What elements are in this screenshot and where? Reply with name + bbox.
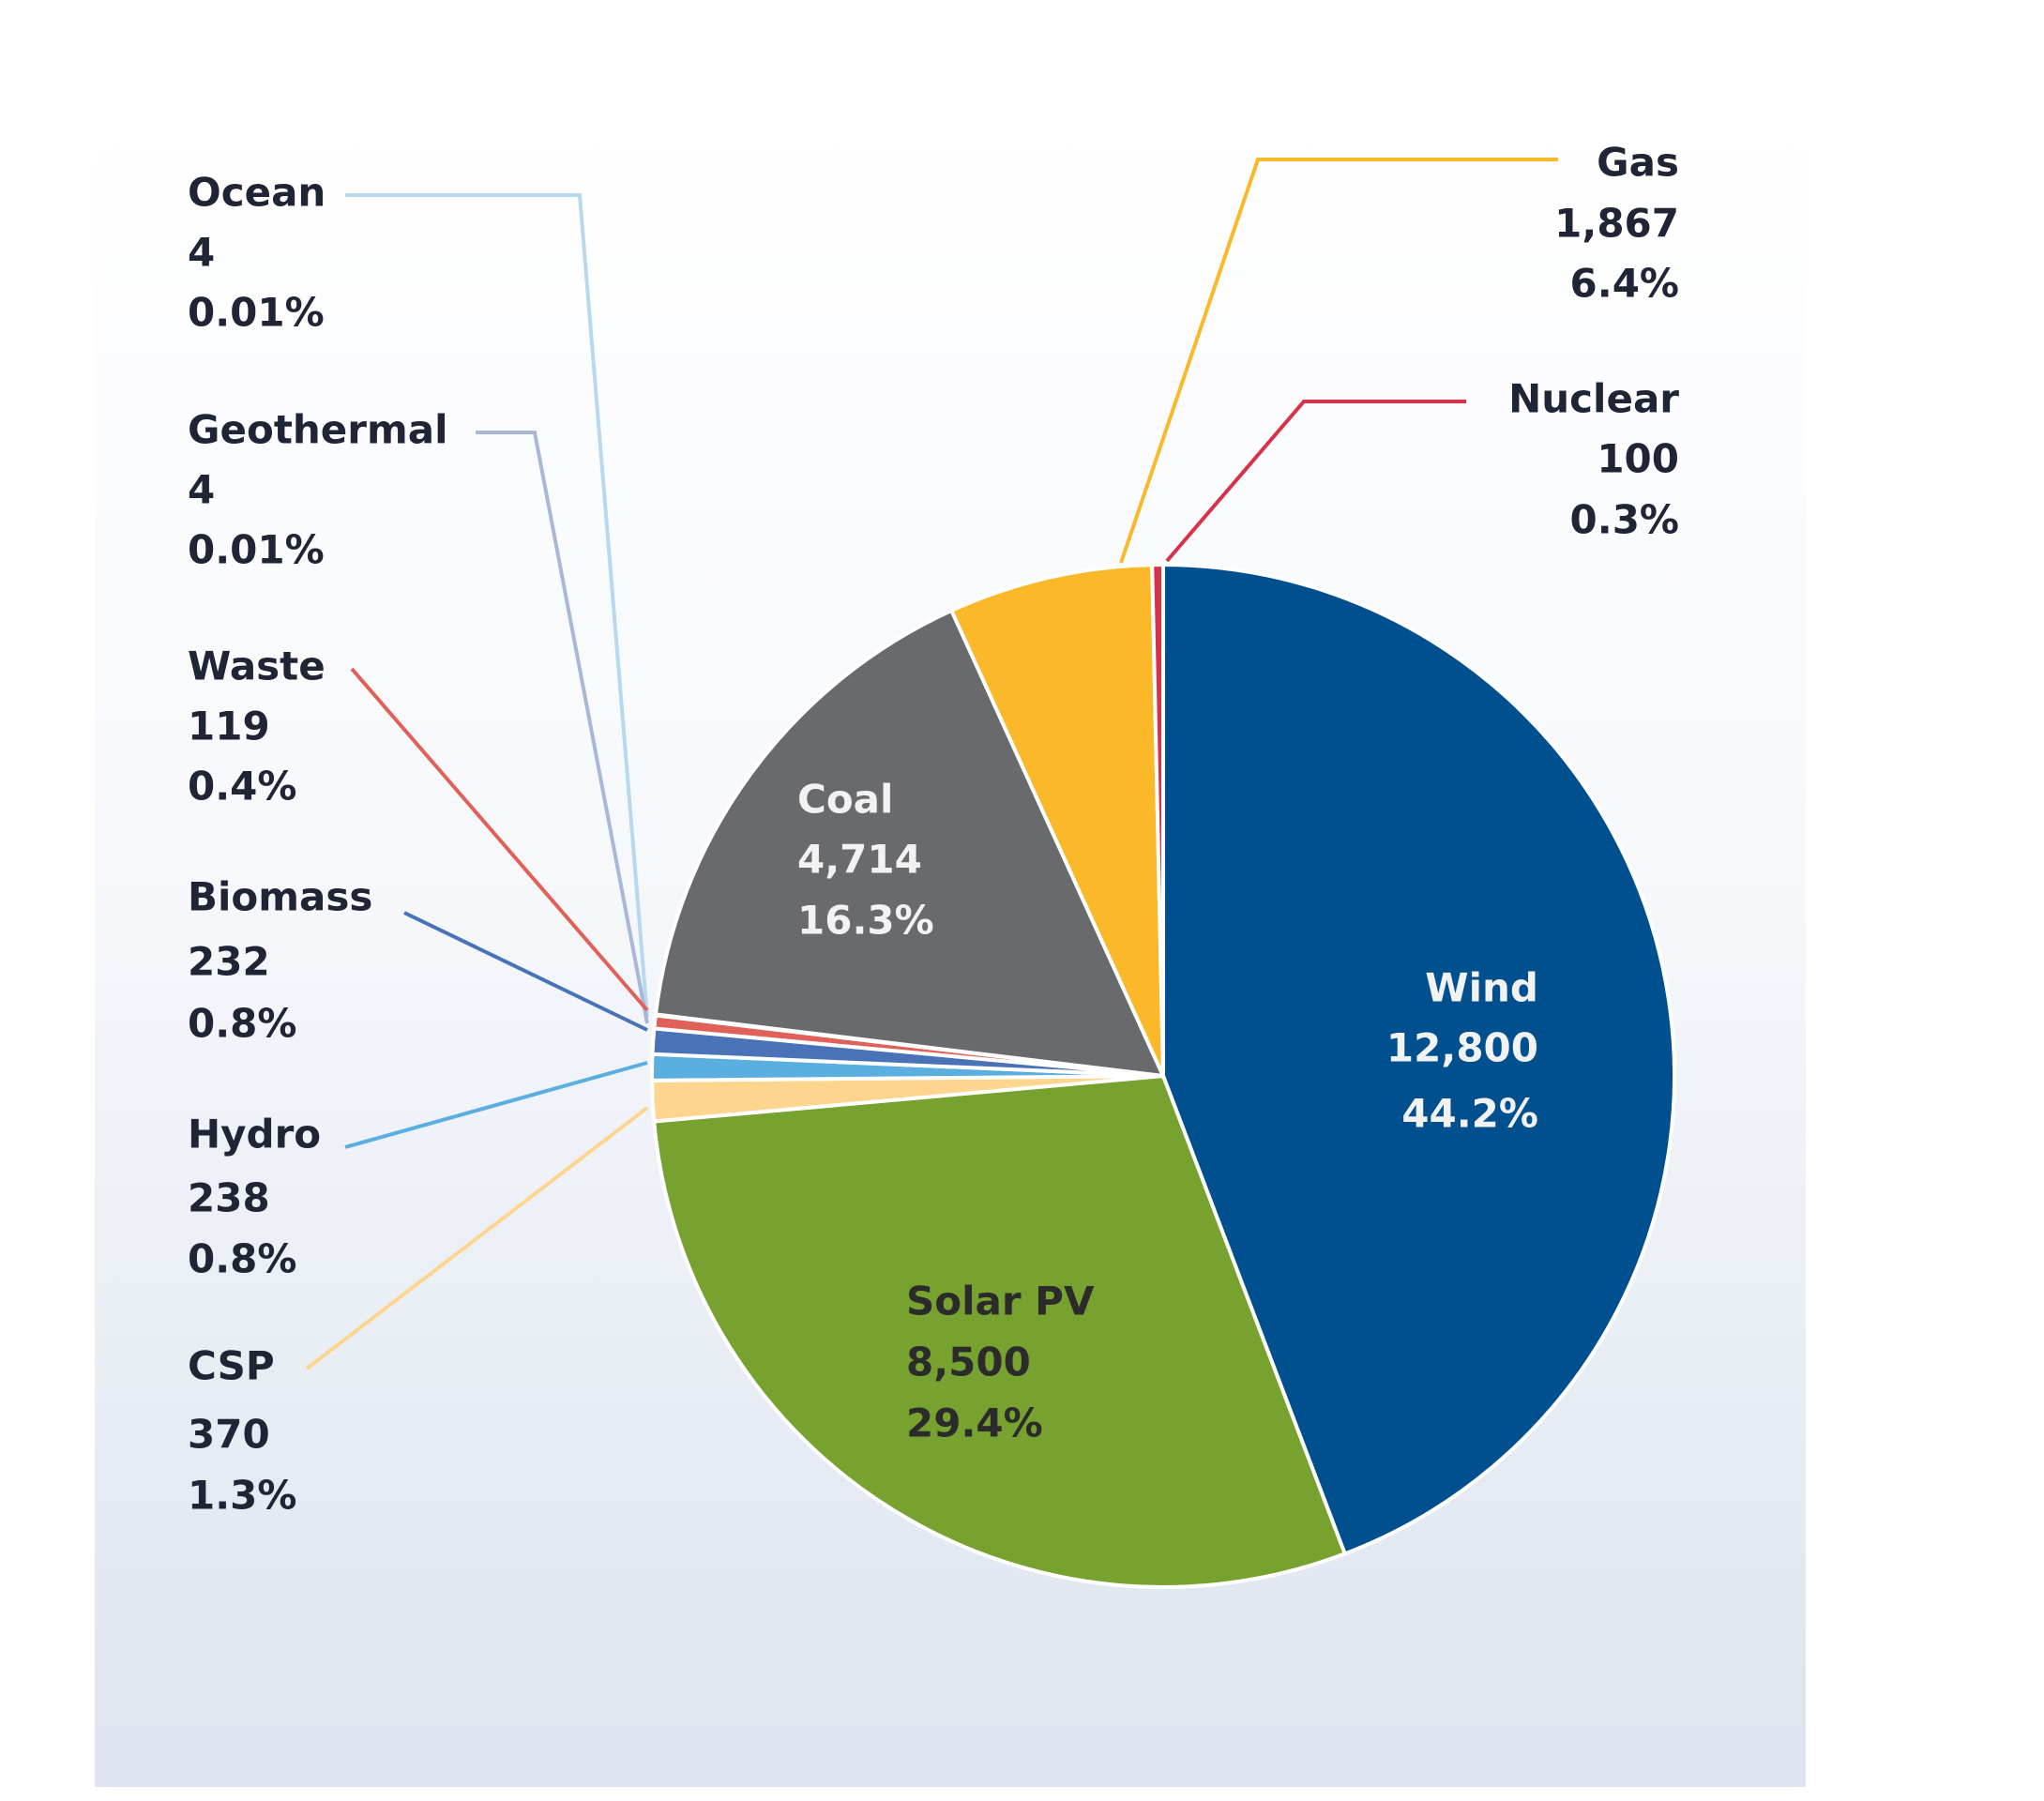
- label-solar-pv-name: Solar PV: [906, 1279, 1095, 1324]
- label-coal-name: Coal: [797, 777, 893, 823]
- label-csp-name: CSP: [188, 1343, 275, 1389]
- label-geothermal-value: 4: [188, 467, 215, 513]
- label-solar-pv-value: 8,500: [906, 1339, 1031, 1385]
- leader-line-nuclear: [1165, 400, 1466, 563]
- leader-line-gas: [1119, 158, 1558, 564]
- pie-slices: [650, 562, 1676, 1589]
- label-wind-value: 12,800: [1386, 1025, 1538, 1071]
- leader-line-biomass: [403, 911, 648, 1032]
- leader-line-ocean: [345, 193, 649, 1018]
- label-hydro-percent: 0.8%: [188, 1236, 296, 1282]
- label-waste-percent: 0.4%: [188, 764, 296, 810]
- label-biomass-value: 232: [188, 939, 270, 985]
- label-ocean-percent: 0.01%: [188, 290, 325, 336]
- label-coal-percent: 16.3%: [797, 898, 934, 944]
- label-coal-value: 4,714: [797, 837, 922, 883]
- label-solar-pv-percent: 29.4%: [906, 1400, 1043, 1446]
- leader-line-waste: [350, 667, 649, 1012]
- label-nuclear-name: Nuclear: [1508, 376, 1679, 422]
- label-gas-value: 1,867: [1554, 201, 1679, 247]
- slice-gas: [949, 563, 1165, 1078]
- label-biomass-percent: 0.8%: [188, 1001, 296, 1047]
- slice-nuclear: [1150, 562, 1165, 1078]
- leader-line-geothermal: [476, 431, 649, 1024]
- label-gas-name: Gas: [1597, 140, 1679, 186]
- label-waste-name: Waste: [188, 643, 326, 689]
- label-geothermal-percent: 0.01%: [188, 527, 325, 573]
- label-wind-name: Wind: [1425, 965, 1538, 1011]
- label-wind-percent: 44.2%: [1401, 1091, 1538, 1137]
- leader-line-hydro: [344, 1061, 648, 1149]
- label-ocean-value: 4: [188, 230, 215, 276]
- label-nuclear-value: 100: [1597, 436, 1679, 482]
- label-gas-percent: 6.4%: [1570, 261, 1679, 307]
- label-nuclear-percent: 0.3%: [1570, 497, 1679, 543]
- label-hydro-name: Hydro: [188, 1112, 321, 1158]
- slice-solar-pv: [652, 1074, 1347, 1589]
- label-geothermal-name: Geothermal: [188, 407, 448, 453]
- leader-line-csp: [305, 1106, 649, 1370]
- label-waste-value: 119: [188, 704, 270, 749]
- slice-wind: [1161, 563, 1676, 1556]
- label-hydro-value: 238: [188, 1175, 270, 1221]
- label-ocean-name: Ocean: [188, 170, 326, 216]
- slice-coal: [653, 608, 1165, 1078]
- label-csp-value: 370: [188, 1412, 270, 1458]
- label-csp-percent: 1.3%: [188, 1473, 296, 1519]
- label-biomass-name: Biomass: [188, 874, 372, 920]
